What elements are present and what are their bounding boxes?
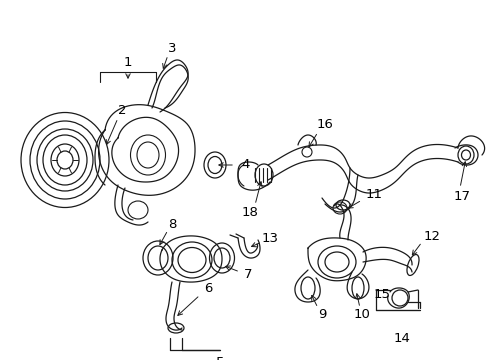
Text: 11: 11 — [365, 189, 382, 202]
Text: 8: 8 — [167, 217, 176, 230]
Text: 2: 2 — [118, 104, 126, 117]
Text: 6: 6 — [203, 282, 212, 294]
Text: 14: 14 — [393, 332, 409, 345]
Text: 13: 13 — [261, 231, 278, 244]
Text: 10: 10 — [353, 309, 370, 321]
Text: 12: 12 — [423, 230, 440, 243]
Text: 18: 18 — [241, 207, 258, 220]
Text: 16: 16 — [316, 117, 333, 130]
Text: 1: 1 — [123, 55, 132, 68]
Text: 5: 5 — [215, 356, 224, 360]
Text: 4: 4 — [242, 158, 250, 171]
Text: 17: 17 — [452, 189, 469, 202]
Text: 7: 7 — [243, 269, 252, 282]
Text: 15: 15 — [373, 288, 390, 302]
Text: 3: 3 — [167, 41, 176, 54]
Text: 9: 9 — [317, 309, 325, 321]
